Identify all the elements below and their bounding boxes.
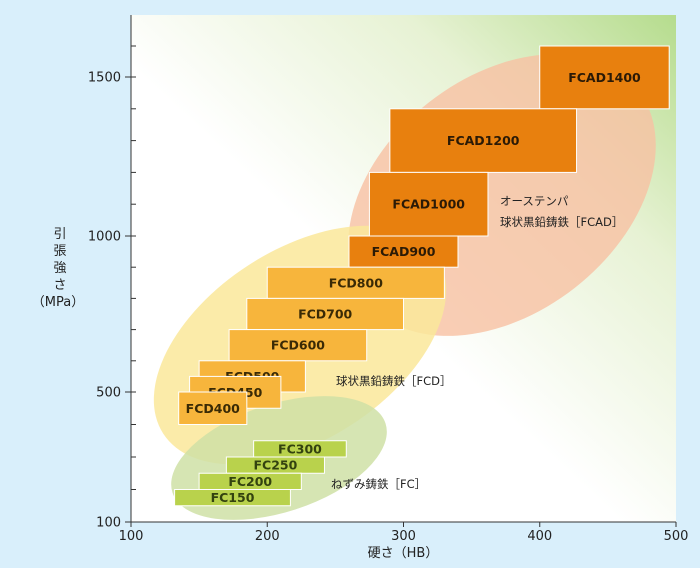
x-tick-label-500: 500 xyxy=(664,529,689,544)
fcad1000-label: FCAD1000 xyxy=(392,197,465,212)
x-tick-label-300: 300 xyxy=(391,529,416,544)
fcd600-label: FCD600 xyxy=(271,338,325,353)
x-tick-label-200: 200 xyxy=(255,529,280,544)
fcad1200-label: FCAD1200 xyxy=(447,133,520,148)
fcd600-box xyxy=(228,329,368,362)
fcd400-label: FCD400 xyxy=(186,401,240,416)
x-axis-title: 硬さ（HB） xyxy=(368,546,439,561)
x-tick-label-400: 400 xyxy=(527,529,552,544)
data-boxes: FCAD1400 FCAD1200 FCAD1000 FCAD900 FCD800 FCD… xyxy=(174,45,670,507)
y-axis-title-part-1: 張 xyxy=(53,244,66,259)
fcd400-box xyxy=(178,391,248,425)
fcad1400-box xyxy=(539,45,670,110)
fc200-label: FC200 xyxy=(228,474,272,489)
fcad1200-box xyxy=(389,108,578,173)
y-tick-label-100: 100 xyxy=(96,516,121,531)
fcd-group-label-0: 球状黒鉛鋳鉄［FCD］ xyxy=(336,374,452,388)
fc300-label: FC300 xyxy=(278,441,322,456)
y-axis-title-part-3: さ xyxy=(53,278,66,293)
y-tick-label-1500: 1500 xyxy=(88,71,121,86)
fc-group-label-0: ねずみ鋳鉄［FC］ xyxy=(331,477,426,491)
y-tick-label-500: 500 xyxy=(96,386,121,401)
fcd800-label: FCD800 xyxy=(329,275,383,290)
fcad1000-box xyxy=(368,171,489,237)
fcad1400-label: FCAD1400 xyxy=(568,70,641,85)
fcd700-box xyxy=(246,297,404,331)
y-axis-title-part-0: 引 xyxy=(53,227,66,242)
fcad900-label: FCAD900 xyxy=(372,244,436,259)
fcd800-box xyxy=(266,266,445,299)
fc250-label: FC250 xyxy=(254,458,298,473)
y-axis-title-part-4: （MPa） xyxy=(32,295,84,310)
fcad-group-label-0: オーステンパ xyxy=(500,194,569,208)
x-tick-label-100: 100 xyxy=(119,529,144,544)
fcd700-label: FCD700 xyxy=(298,307,352,322)
y-tick-label-1000: 1000 xyxy=(88,230,121,245)
fc150-label: FC150 xyxy=(211,490,255,505)
ticks: 100 200 300 400 500 100 500 1000 1500 xyxy=(88,45,689,544)
y-axis-title-part-2: 強 xyxy=(53,261,66,276)
fcad-group-label-1: 球状黒鉛鋳鉄［FCAD］ xyxy=(500,215,623,229)
fc150-box xyxy=(174,489,291,507)
